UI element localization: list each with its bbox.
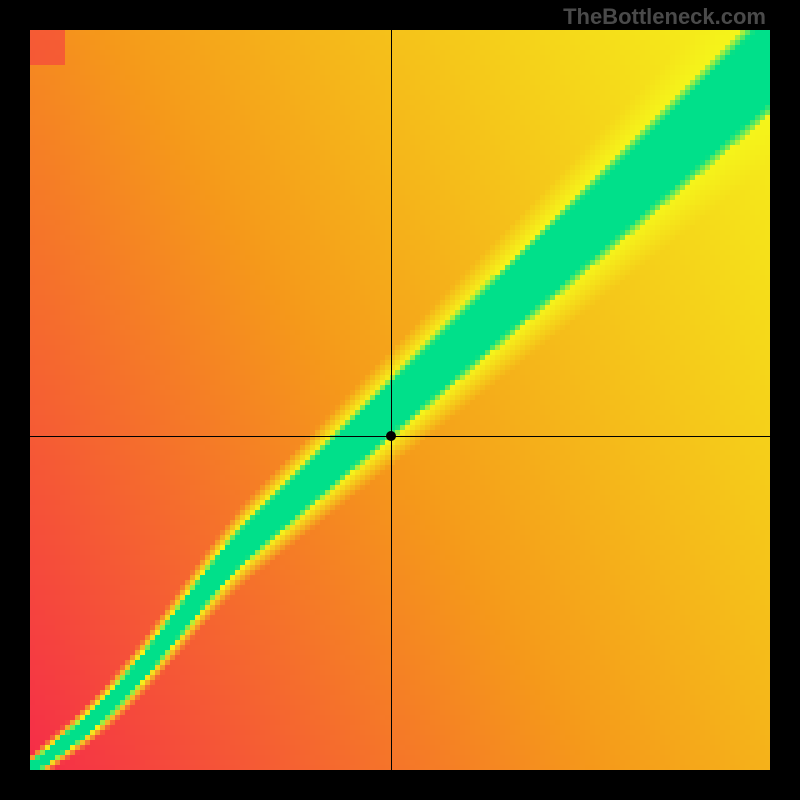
- watermark-text: TheBottleneck.com: [563, 4, 766, 30]
- crosshair-vertical: [391, 30, 392, 770]
- crosshair-horizontal: [30, 436, 770, 437]
- heatmap-canvas: [30, 30, 770, 770]
- plot-area: [30, 30, 770, 770]
- crosshair-marker: [386, 431, 396, 441]
